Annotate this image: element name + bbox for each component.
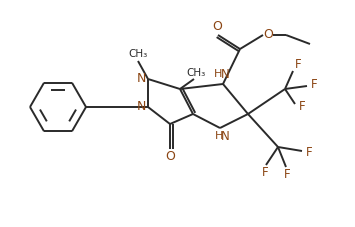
Text: F: F [295,57,301,71]
Text: F: F [306,146,312,160]
Text: F: F [311,79,317,91]
Text: O: O [165,150,175,163]
Text: H: H [215,131,223,141]
Text: N: N [220,129,229,143]
Text: N: N [136,101,146,114]
Text: O: O [212,20,222,32]
Text: CH₃: CH₃ [186,68,206,78]
Text: N: N [136,72,146,84]
Text: CH₃: CH₃ [129,49,148,59]
Text: O: O [263,27,273,40]
Text: N: N [220,67,229,81]
Text: F: F [299,101,305,114]
Text: F: F [284,168,290,180]
Text: H: H [214,69,222,79]
Text: F: F [262,165,268,178]
